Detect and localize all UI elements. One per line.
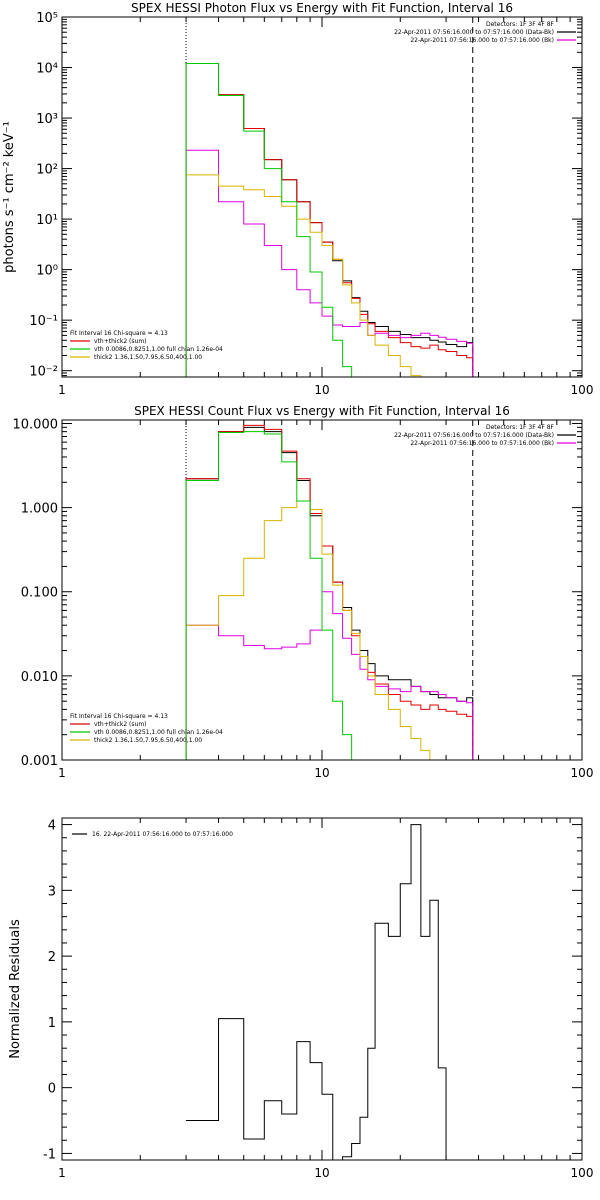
plot-frame bbox=[61, 16, 583, 378]
y-tick-label: 10⁻¹ bbox=[29, 314, 58, 329]
series-vth bbox=[185, 63, 353, 377]
chart-panel-3: 1 10 100 -1 0 1 2 3 4 Normalized Residuals 16. 22-… bbox=[8, 817, 594, 1180]
fit-legend-entry: vth+thick2 (sum) bbox=[94, 721, 147, 728]
legend-header: Detectors: 1F 3F 4F 8F bbox=[486, 21, 555, 28]
y-tick-label: 10⁰ bbox=[36, 264, 58, 279]
fit-legend-header: Fit Interval 16 Chi-square = 4.13 bbox=[70, 713, 168, 720]
y-tick-label: -1 bbox=[43, 1147, 56, 1162]
y-tick-label: 1.000 bbox=[21, 502, 58, 517]
x-tick-label: 1 bbox=[58, 383, 66, 397]
y-axis-label: photons s⁻¹ cm⁻² keV⁻¹ bbox=[2, 121, 17, 273]
series-group bbox=[186, 824, 447, 1160]
y-tick-label: 10⁻² bbox=[29, 365, 58, 380]
fit-legend-entry: vth 0.0086,0.8251,1.00 full chian 1.26e-… bbox=[94, 346, 223, 353]
series-vth-thick2-sum bbox=[185, 424, 474, 760]
legend-entry: 22-Apr-2011 07:56:16.000 to 07:57:16.000… bbox=[394, 432, 554, 439]
y-tick-label: 10¹ bbox=[36, 213, 58, 228]
series-thick2 bbox=[185, 174, 422, 377]
legend-entry: 22-Apr-2011 07:56:16.000 to 07:57:16.000… bbox=[410, 440, 554, 447]
y-tick-label: 0.100 bbox=[21, 586, 58, 601]
chart-panel-2: SPEX HESSI Count Flux vs Energy with Fit… bbox=[13, 404, 594, 780]
y-tick-label: 10³ bbox=[36, 112, 58, 127]
series-thick2 bbox=[185, 500, 431, 760]
x-tick-label: 1 bbox=[58, 766, 66, 780]
series-group bbox=[185, 424, 474, 760]
y-tick-label: 10⁴ bbox=[36, 62, 58, 77]
series-bk bbox=[185, 591, 474, 760]
y-tick-label: 4 bbox=[48, 819, 56, 834]
y-tick-label: 0 bbox=[48, 1082, 56, 1097]
fit-legend-entry: vth 0.0086,0.8251,1.00 full chian 1.26e-… bbox=[94, 729, 223, 736]
x-tick-label: 1 bbox=[58, 1166, 66, 1180]
legend-entry: 22-Apr-2011 07:56:16.000 to 07:57:16.000… bbox=[410, 37, 554, 44]
y-tick-label: 10.000 bbox=[13, 417, 59, 432]
y-axis-label: Normalized Residuals bbox=[8, 919, 23, 1059]
y-tick-label: 0.010 bbox=[21, 670, 58, 685]
x-tick-label: 10 bbox=[314, 383, 329, 397]
chart-title: SPEX HESSI Count Flux vs Energy with Fit… bbox=[134, 404, 510, 418]
series-vth-thick2-sum bbox=[185, 63, 474, 377]
fit-legend-entry: vth+thick2 (sum) bbox=[94, 338, 147, 345]
y-tick-label: 0.001 bbox=[21, 754, 58, 769]
legend-entry: 22-Apr-2011 07:56:16.000 to 07:57:16.000… bbox=[394, 29, 554, 36]
fit-legend-entry: thick2 1.36,1.50,7.95,6.50,400,1.00 bbox=[94, 354, 202, 361]
y-tick-label: 3 bbox=[48, 884, 56, 899]
y-tick-label: 2 bbox=[48, 950, 56, 965]
x-tick-label: 100 bbox=[571, 383, 594, 397]
fit-legend-entry: thick2 1.36,1.50,7.95,6.50,400,1.00 bbox=[94, 737, 202, 744]
y-tick-label: 10⁵ bbox=[36, 11, 58, 26]
x-tick-label: 100 bbox=[571, 1166, 594, 1180]
plot-frame bbox=[61, 419, 583, 761]
y-tick-label: 1 bbox=[48, 1016, 56, 1031]
series-group bbox=[185, 63, 474, 377]
plot-frame bbox=[61, 817, 583, 1161]
x-tick-label: 10 bbox=[314, 1166, 329, 1180]
series-vth bbox=[185, 431, 361, 760]
y-tick-label: 10² bbox=[36, 163, 58, 178]
series-data-bk bbox=[185, 426, 474, 760]
x-tick-label: 10 bbox=[314, 766, 329, 780]
series-data-bk bbox=[185, 63, 474, 377]
fit-legend-header: Fit Interval 16 Chi-square = 4.13 bbox=[70, 330, 168, 337]
legend-header: Detectors: 1F 3F 4F 8F bbox=[486, 424, 555, 431]
chart-title: SPEX HESSI Photon Flux vs Energy with Fi… bbox=[131, 1, 513, 15]
chart-panel-1: SPEX HESSI Photon Flux vs Energy with Fi… bbox=[2, 1, 593, 397]
series-residuals bbox=[186, 824, 447, 1160]
x-tick-label: 100 bbox=[571, 766, 594, 780]
residual-legend-entry: 16. 22-Apr-2011 07:56:16.000 to 07:57:16… bbox=[92, 831, 233, 838]
